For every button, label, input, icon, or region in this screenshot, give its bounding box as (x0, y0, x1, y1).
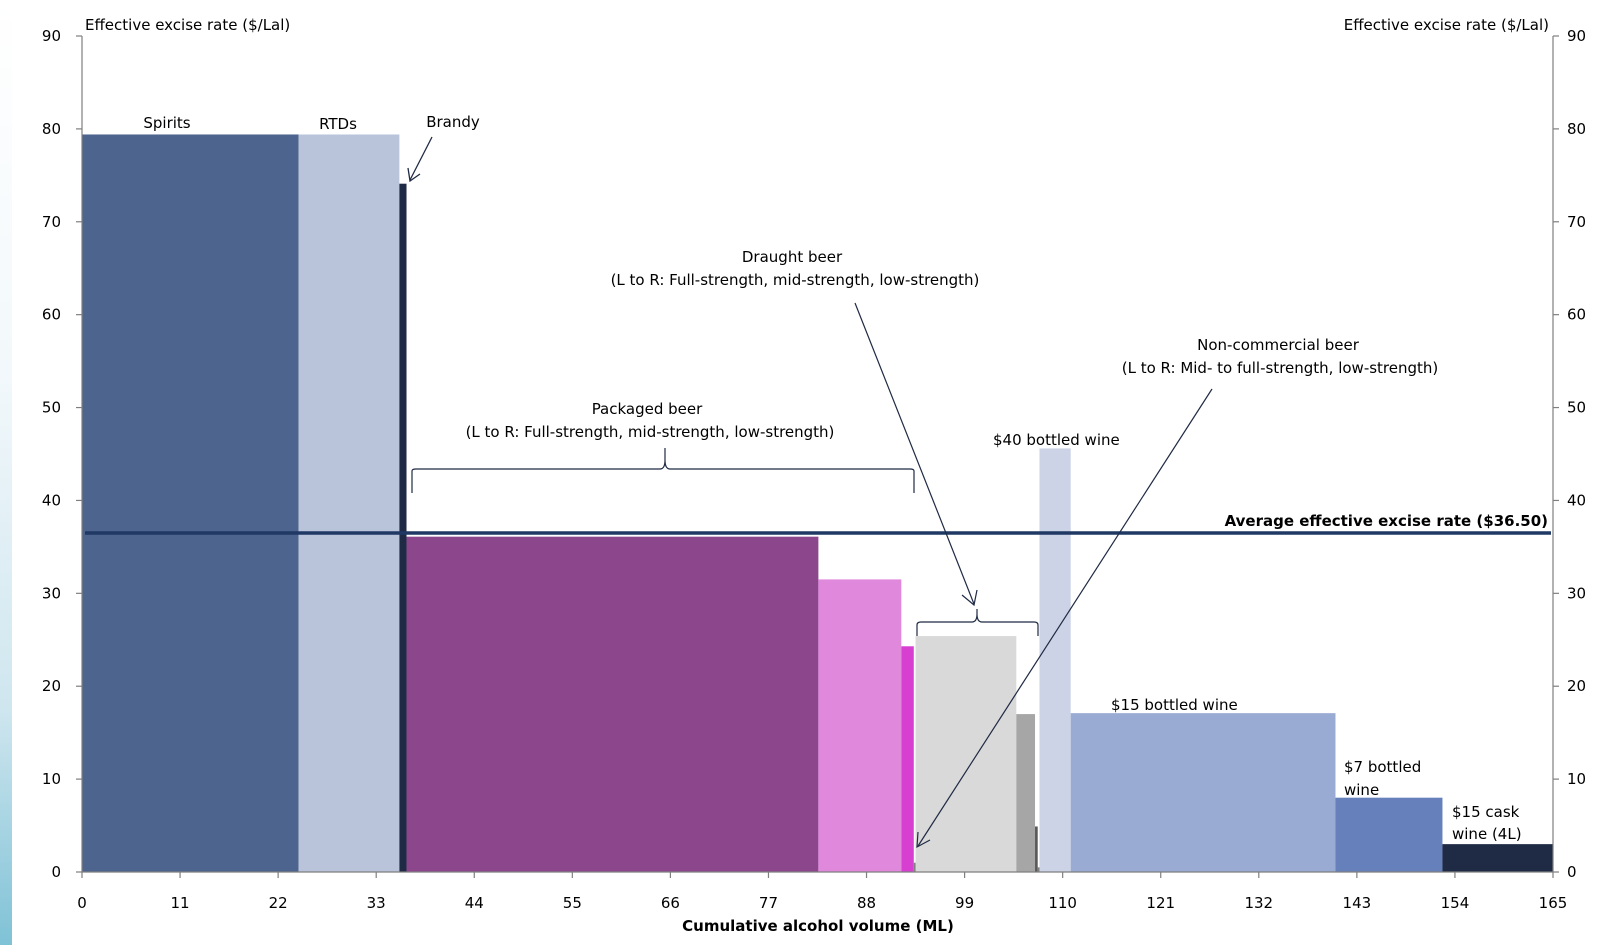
label-packaged-beer-sub: (L to R: Full-strength, mid-strength, lo… (466, 423, 835, 441)
label-wine-15: $15 bottled wine (1111, 696, 1238, 714)
x-tick-label: 99 (955, 894, 974, 912)
y-tick-label-left: 40 (42, 491, 61, 509)
y-tick-label-left: 30 (42, 584, 61, 602)
label-draught-beer-sub: (L to R: Full-strength, mid-strength, lo… (611, 271, 980, 289)
label-wine-40: $40 bottled wine (993, 431, 1120, 449)
annotations-layer: Spirits RTDs Brandy Packaged beer (L to … (143, 113, 1522, 849)
noncommercial-pointer-arrowhead (916, 831, 931, 849)
bar-packaged-beer-mid-strength (818, 579, 902, 872)
x-tick-label: 0 (77, 894, 87, 912)
y-tick-label-left: 80 (42, 120, 61, 138)
y-tick-label-left: 50 (42, 399, 61, 417)
y-tick-label-left: 10 (42, 770, 61, 788)
average-line-layer: Average effective excise rate ($36.50) (85, 512, 1551, 535)
packaged-beer-bracket (411, 448, 915, 493)
label-brandy: Brandy (426, 113, 480, 131)
y-tick-label-right: 50 (1567, 399, 1586, 417)
y-tick-label-right: 0 (1567, 863, 1577, 881)
label-noncommercial-title: Non-commercial beer (1197, 336, 1360, 354)
label-noncommercial-sub: (L to R: Mid- to full-strength, low-stre… (1122, 359, 1439, 377)
x-tick-label: 110 (1048, 894, 1077, 912)
y-tick-label-left: 20 (42, 677, 61, 695)
bar-brandy (399, 183, 407, 872)
bar-draught-beer-full-strength (915, 636, 1017, 872)
left-decorative-stripe (0, 0, 12, 945)
bar-7-bottled-wine (1335, 797, 1443, 872)
x-tick-label: 165 (1539, 894, 1568, 912)
label-rtds: RTDs (319, 115, 357, 133)
y-tick-label-right: 60 (1567, 306, 1586, 324)
y-axis-title-right: Effective excise rate ($/Lal) (1344, 16, 1549, 34)
bar-40-bottled-wine (1039, 448, 1071, 872)
label-spirits: Spirits (143, 114, 190, 132)
label-wine-7-line2: wine (1344, 781, 1379, 799)
y-tick-label-right: 20 (1567, 677, 1586, 695)
y-tick-label-right: 80 (1567, 120, 1586, 138)
label-packaged-beer-title: Packaged beer (592, 400, 703, 418)
label-cask-wine-line1: $15 cask (1452, 803, 1520, 821)
x-tick-label: 44 (465, 894, 484, 912)
x-axis-title: Cumulative alcohol volume (ML) (682, 917, 954, 935)
y-tick-label-left: 60 (42, 306, 61, 324)
bar-15-cask-wine-4l (1442, 844, 1553, 872)
bar-non-commercial-beer-mid-to-full-strength (913, 862, 916, 872)
y-tick-label-right: 30 (1567, 584, 1586, 602)
draught-beer-pointer-arrowhead (961, 589, 978, 607)
bar-rtds (298, 134, 400, 872)
y-tick-label-left: 0 (51, 863, 61, 881)
y-tick-label-right: 10 (1567, 770, 1586, 788)
noncommercial-pointer-line (917, 388, 1213, 847)
bar-packaged-beer-low-strength (901, 646, 914, 872)
x-tick-label: 33 (367, 894, 386, 912)
y-axis-title-left: Effective excise rate ($/Lal) (85, 16, 290, 34)
y-tick-label-right: 90 (1567, 27, 1586, 45)
x-tick-label: 143 (1343, 894, 1372, 912)
brandy-pointer-line (409, 136, 433, 181)
x-tick-label: 66 (661, 894, 680, 912)
bar-spirits (82, 134, 299, 872)
y-tick-label-left: 70 (42, 213, 61, 231)
x-tick-label: 22 (269, 894, 288, 912)
label-cask-wine-line2: wine (4L) (1452, 825, 1522, 843)
draught-beer-pointer-line (854, 302, 975, 605)
bar-draught-beer-mid-strength (1016, 714, 1036, 872)
y-tick-label-right: 40 (1567, 491, 1586, 509)
brandy-pointer-arrowhead (407, 167, 421, 183)
bars-layer (82, 134, 1553, 872)
x-tick-label: 121 (1146, 894, 1175, 912)
bar-packaged-beer-full-strength (406, 536, 819, 872)
draught-beer-bracket (916, 609, 1039, 636)
y-tick-label-left: 90 (42, 27, 61, 45)
x-tick-label: 55 (563, 894, 582, 912)
bar-draught-beer-low-strength (1035, 826, 1038, 872)
x-tick-label: 154 (1441, 894, 1470, 912)
label-wine-7-line1: $7 bottled (1344, 758, 1421, 776)
bar-non-commercial-beer-low-strength (1037, 867, 1040, 872)
x-tick-label: 132 (1244, 894, 1273, 912)
x-tick-label: 11 (171, 894, 190, 912)
x-tick-label: 88 (857, 894, 876, 912)
average-excise-label: Average effective excise rate ($36.50) (1225, 512, 1548, 530)
bar-15-bottled-wine (1070, 713, 1336, 872)
y-tick-label-right: 70 (1567, 213, 1586, 231)
x-tick-label: 77 (759, 894, 778, 912)
label-draught-beer-title: Draught beer (742, 248, 843, 266)
